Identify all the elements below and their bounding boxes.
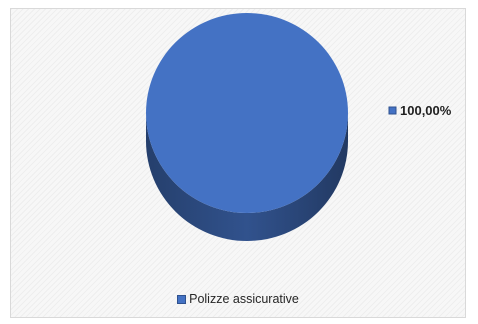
pie-slice	[146, 13, 348, 213]
pie-slice-side	[146, 113, 348, 241]
legend-label: Polizze assicurative	[189, 292, 299, 306]
chart-legend: Polizze assicurative	[11, 292, 465, 306]
data-label: 100,00%	[400, 103, 452, 118]
pie-chart: 100,00%	[146, 13, 452, 241]
data-label-marker	[388, 106, 397, 115]
legend-swatch	[177, 294, 187, 304]
chart-area: 100,00% Polizze assicurative	[10, 8, 466, 318]
